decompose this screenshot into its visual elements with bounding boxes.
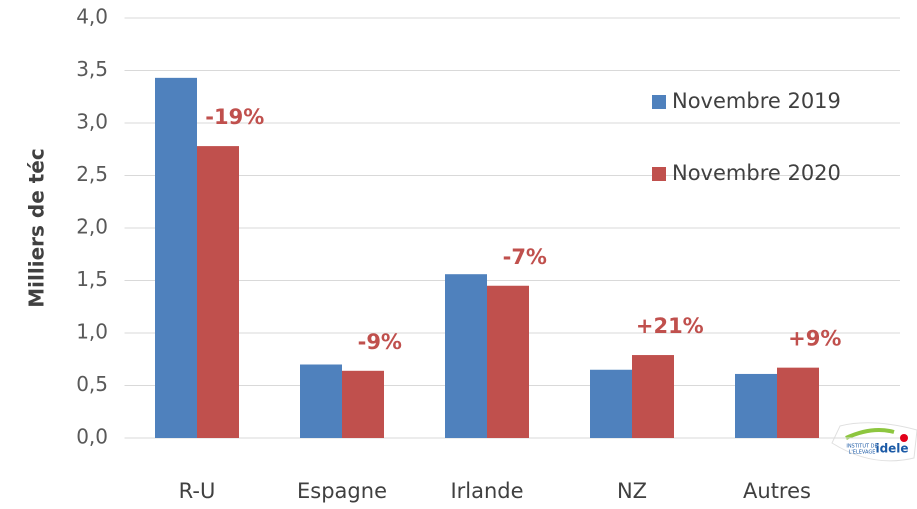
y-tick-label: 1,5 xyxy=(76,267,108,291)
bar xyxy=(590,369,632,438)
x-tick-label: Irlande xyxy=(450,479,523,503)
x-tick-label: Autres xyxy=(743,479,811,503)
logo-swoosh xyxy=(845,428,895,440)
logo-dot xyxy=(900,434,908,442)
bar xyxy=(777,367,819,438)
bar xyxy=(632,355,674,438)
x-tick-label: NZ xyxy=(617,479,647,503)
bar xyxy=(342,370,384,438)
bar xyxy=(445,274,487,438)
logo-text: INSTITUT DE xyxy=(846,444,877,450)
y-tick-label: 0,5 xyxy=(76,372,108,396)
legend-swatch xyxy=(652,167,666,181)
annotation: +21% xyxy=(636,314,704,338)
annotation: -9% xyxy=(358,330,402,354)
y-tick-label: 2,0 xyxy=(76,215,108,239)
logo-badge xyxy=(831,422,917,462)
y-tick-label: 0,0 xyxy=(76,425,108,449)
y-tick-label: 2,5 xyxy=(76,162,108,186)
bar xyxy=(155,77,197,438)
bar xyxy=(197,146,239,438)
logo-text: L'ELEVAGE xyxy=(849,450,876,456)
legend-label: Novembre 2020 xyxy=(672,161,841,185)
annotation: -19% xyxy=(205,105,264,129)
legend-label: Novembre 2019 xyxy=(672,89,841,113)
x-tick-label: Espagne xyxy=(297,479,387,503)
y-tick-label: 1,0 xyxy=(76,320,108,344)
x-tick-label: R-U xyxy=(179,479,216,503)
y-axis-label: Milliers de téc xyxy=(25,148,49,307)
bar xyxy=(735,373,777,438)
legend-swatch xyxy=(652,95,666,109)
y-tick-label: 3,0 xyxy=(76,110,108,134)
annotation: +9% xyxy=(788,327,841,351)
bar xyxy=(487,285,529,438)
logo-brand: idele xyxy=(875,442,908,456)
bar xyxy=(300,364,342,438)
annotation: -7% xyxy=(503,245,547,269)
logo: INSTITUT DE L'ELEVAGE idele xyxy=(831,422,917,462)
y-tick-label: 3,5 xyxy=(76,57,108,81)
y-tick-label: 4,0 xyxy=(76,5,108,29)
